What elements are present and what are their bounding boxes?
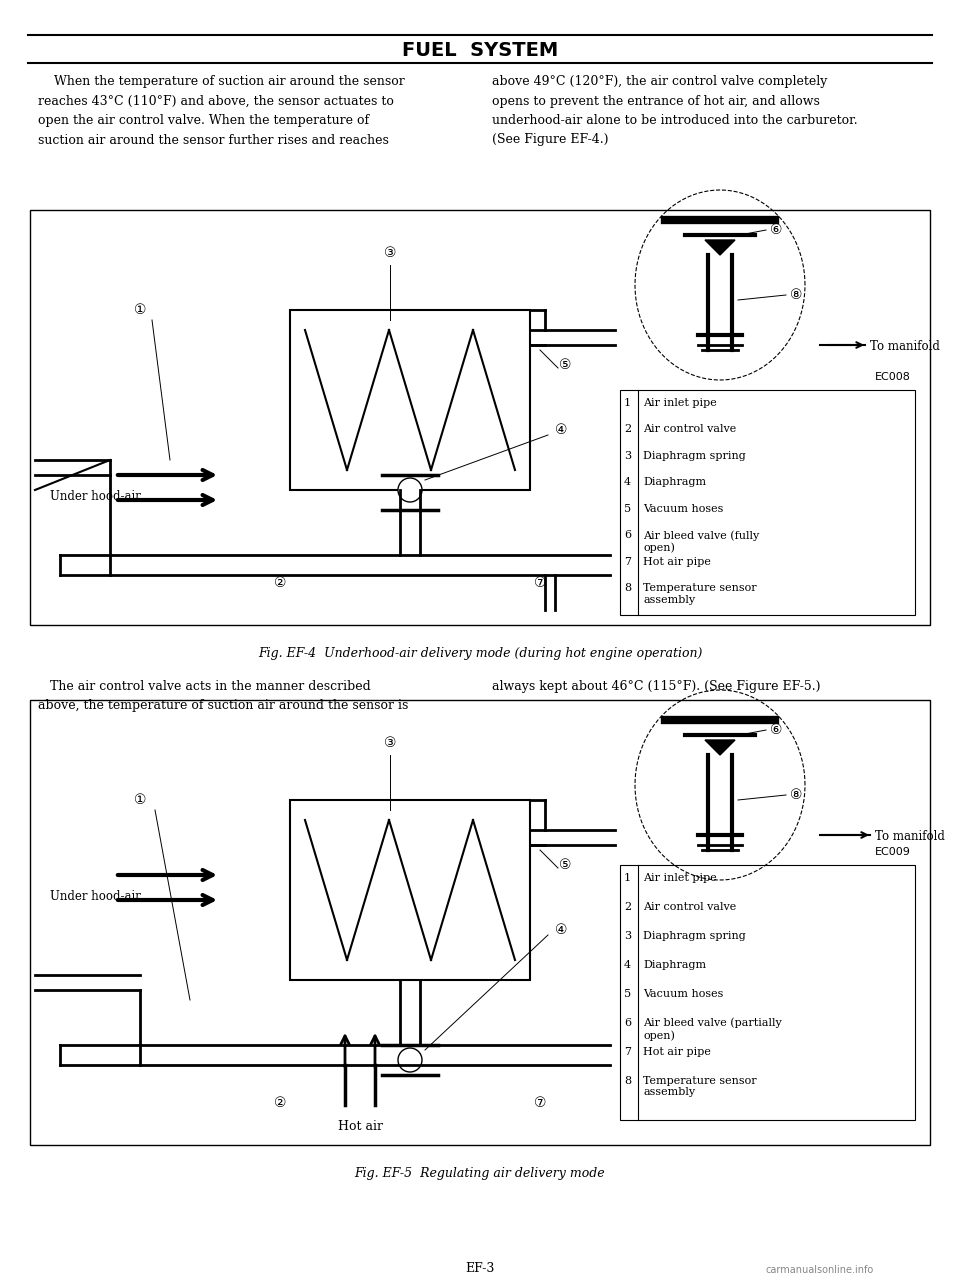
- Text: Air control valve: Air control valve: [643, 902, 736, 912]
- Text: 7: 7: [624, 556, 631, 567]
- Text: ④: ④: [555, 923, 567, 938]
- Text: ⑧: ⑧: [790, 288, 803, 302]
- Text: EC009: EC009: [876, 847, 911, 857]
- Text: ①: ①: [133, 303, 146, 317]
- Text: To manifold: To manifold: [875, 830, 945, 843]
- Text: carmanualsonline.info: carmanualsonline.info: [766, 1265, 875, 1275]
- Text: Temperature sensor
assembly: Temperature sensor assembly: [643, 583, 756, 605]
- Text: always kept about 46°C (115°F). (See Figure EF-5.): always kept about 46°C (115°F). (See Fig…: [492, 680, 821, 693]
- Text: Diaphragm spring: Diaphragm spring: [643, 931, 746, 941]
- Text: 8: 8: [624, 1076, 631, 1086]
- Text: ⑤: ⑤: [559, 858, 571, 872]
- Text: 7: 7: [624, 1048, 631, 1056]
- Text: The air control valve acts in the manner described
above, the temperature of suc: The air control valve acts in the manner…: [38, 680, 408, 712]
- Text: Air inlet pipe: Air inlet pipe: [643, 398, 717, 408]
- Text: 2: 2: [624, 902, 631, 912]
- Text: Vacuum hoses: Vacuum hoses: [643, 504, 724, 514]
- Text: ③: ③: [384, 735, 396, 749]
- Text: ④: ④: [555, 423, 567, 437]
- Text: EC008: EC008: [876, 372, 911, 382]
- Text: 1: 1: [624, 398, 631, 408]
- Text: 2: 2: [624, 425, 631, 435]
- Text: above 49°C (120°F), the air control valve completely
opens to prevent the entran: above 49°C (120°F), the air control valv…: [492, 75, 857, 147]
- Polygon shape: [705, 741, 735, 755]
- Text: ②: ②: [274, 576, 286, 590]
- Text: Under hood-air: Under hood-air: [50, 890, 141, 903]
- Text: ⑥: ⑥: [770, 723, 782, 737]
- Text: 5: 5: [624, 504, 631, 514]
- Circle shape: [398, 1048, 422, 1072]
- Text: Hot air pipe: Hot air pipe: [643, 556, 710, 567]
- Text: ①: ①: [133, 793, 146, 807]
- Text: 3: 3: [624, 451, 631, 460]
- Text: Fig. EF-4  Underhood-air delivery mode (during hot engine operation): Fig. EF-4 Underhood-air delivery mode (d…: [258, 647, 702, 660]
- Text: 1: 1: [624, 874, 631, 883]
- Text: ⑥: ⑥: [770, 223, 782, 237]
- Text: Air bleed valve (partially
open): Air bleed valve (partially open): [643, 1018, 781, 1041]
- Text: ⑦: ⑦: [534, 576, 546, 590]
- Bar: [30, 210, 930, 625]
- Text: 6: 6: [624, 531, 631, 540]
- Text: 4: 4: [624, 961, 631, 969]
- Text: 5: 5: [624, 989, 631, 999]
- Circle shape: [398, 478, 422, 501]
- Bar: [290, 799, 530, 980]
- Text: Diaphragm spring: Diaphragm spring: [643, 451, 746, 460]
- Text: 3: 3: [624, 931, 631, 941]
- Bar: [620, 390, 915, 615]
- Text: Fig. EF-5  Regulating air delivery mode: Fig. EF-5 Regulating air delivery mode: [354, 1166, 606, 1181]
- Text: ②: ②: [274, 1096, 286, 1110]
- Text: ⑧: ⑧: [790, 788, 803, 802]
- Text: Air inlet pipe: Air inlet pipe: [643, 874, 717, 883]
- Text: ⑦: ⑦: [534, 1096, 546, 1110]
- Text: Diaphragm: Diaphragm: [643, 477, 707, 487]
- Text: Diaphragm: Diaphragm: [643, 961, 707, 969]
- Bar: [620, 865, 915, 1120]
- Text: 6: 6: [624, 1018, 631, 1028]
- Text: Temperature sensor
assembly: Temperature sensor assembly: [643, 1076, 756, 1097]
- Text: Air control valve: Air control valve: [643, 425, 736, 435]
- Text: 8: 8: [624, 583, 631, 593]
- Text: Hot air pipe: Hot air pipe: [643, 1048, 710, 1056]
- Text: Air bleed valve (fully
open): Air bleed valve (fully open): [643, 531, 759, 554]
- Text: Under hood-air: Under hood-air: [50, 490, 141, 503]
- Text: 4: 4: [624, 477, 631, 487]
- Bar: [290, 310, 530, 490]
- Text: When the temperature of suction air around the sensor
reaches 43°C (110°F) and a: When the temperature of suction air arou…: [38, 75, 405, 147]
- Text: To manifold: To manifold: [870, 340, 940, 353]
- Text: Hot air: Hot air: [338, 1120, 382, 1133]
- Text: ⑤: ⑤: [559, 358, 571, 372]
- Text: ③: ③: [384, 246, 396, 260]
- Bar: [30, 700, 930, 1145]
- Text: Vacuum hoses: Vacuum hoses: [643, 989, 724, 999]
- Polygon shape: [705, 240, 735, 255]
- Text: EF-3: EF-3: [466, 1262, 494, 1275]
- Text: FUEL  SYSTEM: FUEL SYSTEM: [402, 41, 558, 60]
